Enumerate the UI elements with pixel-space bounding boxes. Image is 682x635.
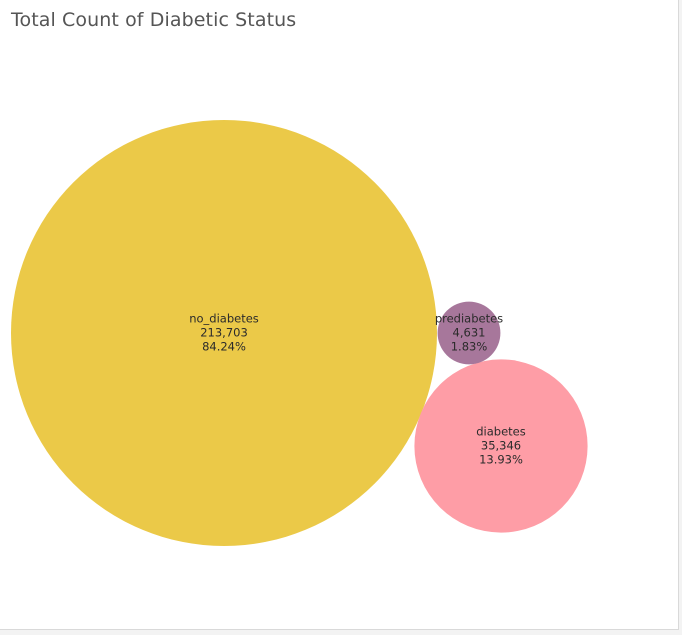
bubble-label-diabetes-name: diabetes — [476, 425, 526, 439]
bubble-no-diabetes[interactable] — [11, 120, 437, 546]
bubble-prediabetes[interactable] — [437, 301, 501, 365]
bubble-label-prediabetes-percent: 1.83% — [451, 340, 488, 354]
bubble-diabetes[interactable] — [414, 359, 588, 533]
bubble-label-no-diabetes-percent: 84.24% — [202, 340, 246, 354]
bubble-label-prediabetes-count: 4,631 — [453, 326, 486, 340]
chart-title: Total Count of Diabetic Status — [11, 9, 297, 31]
bubble-label-no-diabetes-name: no_diabetes — [189, 312, 259, 326]
bubble-label-prediabetes-name: prediabetes — [435, 312, 503, 326]
bubble-label-no-diabetes-count: 213,703 — [200, 326, 248, 340]
bubble-label-diabetes-percent: 13.93% — [479, 453, 523, 467]
bubble-label-diabetes-count: 35,346 — [481, 439, 521, 453]
